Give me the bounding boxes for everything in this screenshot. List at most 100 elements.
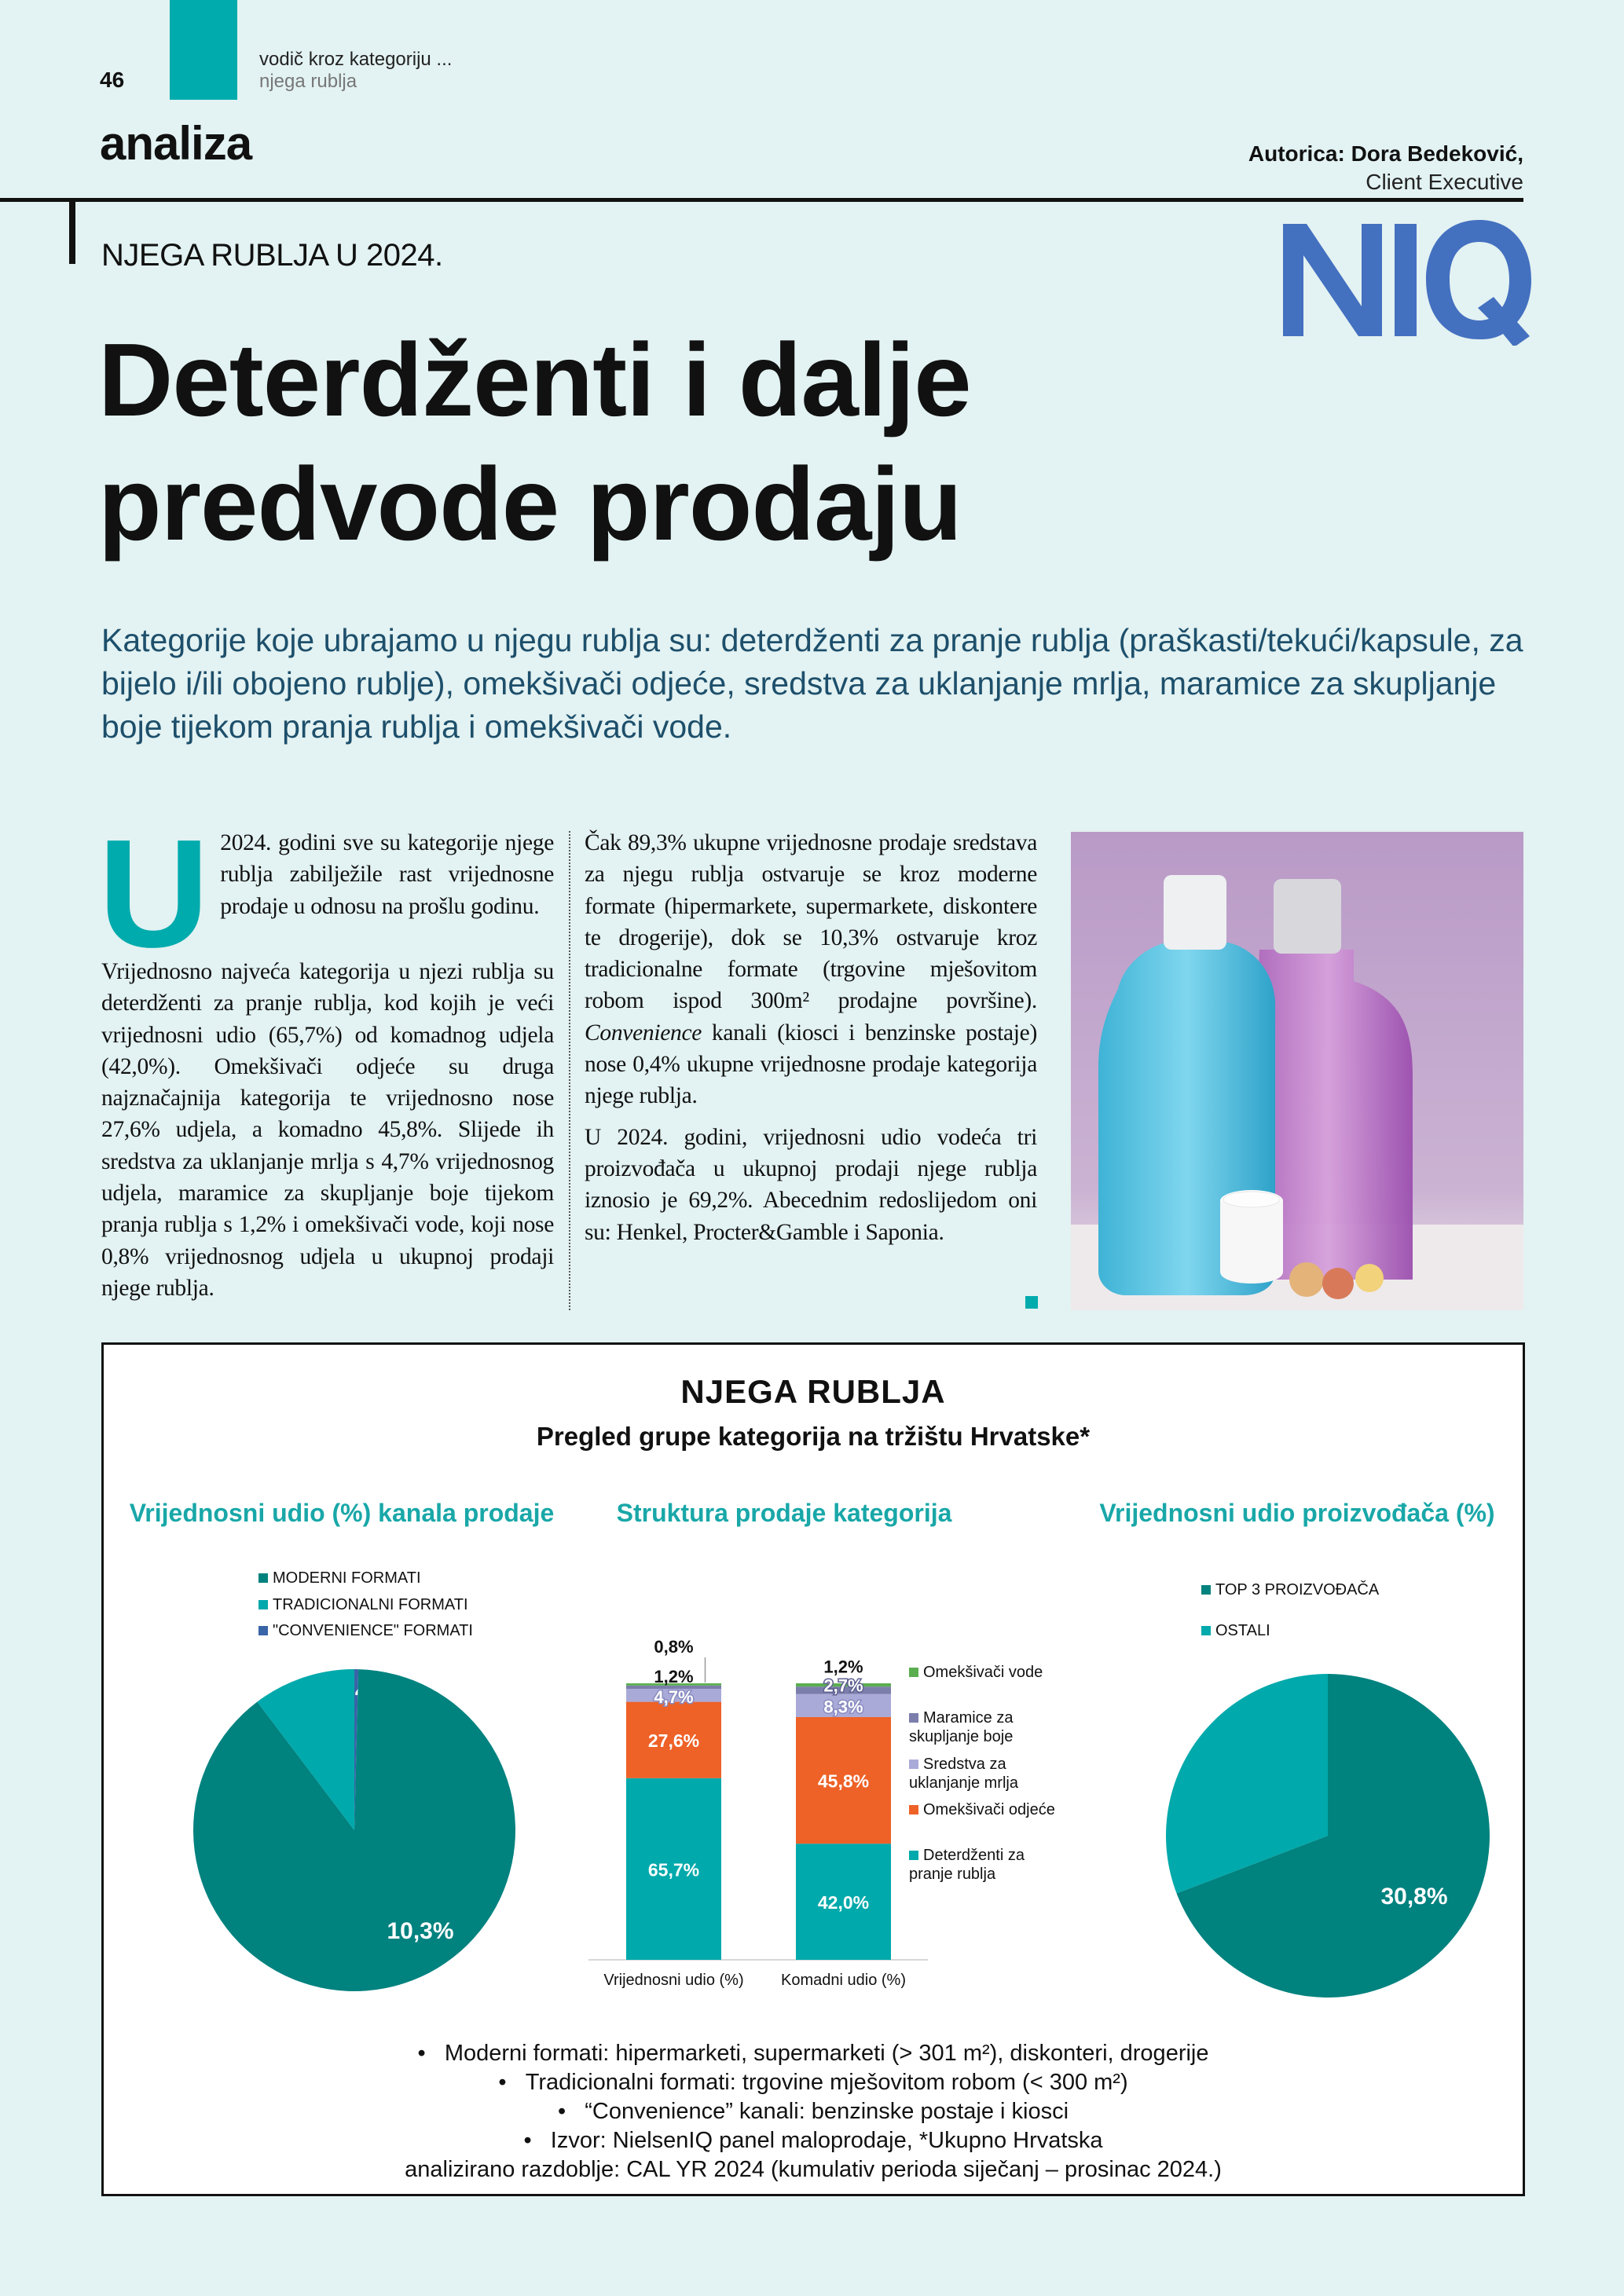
pie-slice-convenience-formati	[354, 1669, 359, 1830]
pie-slice-moderni-formati	[193, 1669, 515, 1991]
legend-swatch	[909, 1713, 918, 1723]
bar-segment-deterd-enti-za-pranje-rublja	[626, 1778, 721, 1960]
body-text-italic: Convenience	[585, 1020, 702, 1045]
body-paragraph: Vrijednosno najveća kategorija u njezi r…	[101, 959, 554, 1301]
legend-label: TRADICIONALNI FORMATI	[273, 1596, 468, 1613]
bar-label-maramice: 2,7%	[823, 1676, 863, 1696]
body-paragraph: Čak 89,3% ukupne vrijednosne prodaje sre…	[585, 827, 1037, 1112]
bullet: •	[417, 2041, 426, 2066]
legend-swatch	[258, 1573, 268, 1583]
bullet: •	[498, 2070, 507, 2095]
body-text: kanali (kiosci i benzinske postaje) nose…	[585, 1020, 1038, 1109]
legend-label: TOP 3 PROIZVOĐAČA	[1215, 1581, 1380, 1598]
body-paragraph: 2024. godini sve su kategorije njege rub…	[220, 830, 554, 919]
footnote: • Izvor: NielsenIQ panel maloprodaje, *U…	[104, 2128, 1523, 2154]
legend-swatch	[909, 1851, 918, 1860]
footnote-text: Izvor: NielsenIQ panel maloprodaje, *Uku…	[550, 2128, 1103, 2153]
legend-item-deterdzenti: Deterdženti za pranje rublja	[909, 1846, 1043, 1884]
footnote: • “Convenience” kanali: benzinske postaj…	[104, 2099, 1523, 2125]
pie-label-ostali: 30,8%	[1380, 1884, 1447, 1910]
bar-segment-sredstva-za-uklanjanje-mrlja	[626, 1689, 721, 1702]
chart-title-channels: Vrijednosni udio (%) kanala prodaje	[129, 1499, 555, 1527]
section-sublabel: njega rublja	[259, 71, 357, 92]
lead-paragraph: Kategorije koje ubrajamo u njegu rublja …	[101, 622, 1523, 745]
section-color-bar	[170, 0, 237, 100]
pie-label-tradicionalni-formati: 10,3%	[387, 1918, 453, 1944]
bar-segment-maramice-za-skupljanje-boje	[626, 1685, 721, 1690]
bar-label-omeksivaci-odjece: 45,8%	[818, 1771, 869, 1792]
column-divider	[569, 831, 570, 1310]
x-tick-label: Vrijednosni udio (%)	[603, 1972, 743, 1989]
legend-swatch	[1201, 1626, 1211, 1635]
pie-slice-tradicionalni-formati	[257, 1669, 354, 1830]
bar-label-omeksivaci-vode: 0,8%	[654, 1637, 693, 1657]
legend-item-omeksivaci-odjece: Omekšivači odjeće	[909, 1800, 1055, 1819]
rubric-label: analiza	[100, 117, 252, 170]
title-line-2: predvode prodaju	[98, 446, 962, 562]
bar-label-deterdzenti: 42,0%	[818, 1892, 869, 1913]
charts-canvas: 0,4%89,3%10,3%69,2%30,8%65,7%27,6%4,7%1,…	[193, 1637, 1490, 1998]
footnote-text: Tradicionalni formati: trgovine mješovit…	[525, 2070, 1128, 2095]
infographic-subtitle: Pregled grupe kategorija na tržištu Hrva…	[536, 1422, 1091, 1451]
bar-segment-maramice-za-skupljanje-boje	[796, 1686, 891, 1694]
legend-item-maramice: Maramice za skupljanje boje	[909, 1708, 1043, 1746]
drop-cap: U	[98, 807, 210, 980]
section-label: vodič kroz kategoriju ...	[259, 49, 453, 70]
bullet: •	[557, 2099, 566, 2124]
kicker-bar	[69, 201, 75, 264]
legend-item-tradicionalni: TRADICIONALNI FORMATI	[258, 1595, 468, 1614]
footnote: • Tradicionalni formati: trgovine mješov…	[104, 2070, 1523, 2096]
page-number: 46	[100, 68, 125, 92]
footnote: • Moderni formati: hipermarketi, superma…	[104, 2041, 1523, 2067]
bar-segment-omek-iva-i-odje-e	[796, 1716, 891, 1844]
legend-label: MODERNI FORMATI	[273, 1569, 421, 1587]
legend-item-moderni: MODERNI FORMATI	[258, 1569, 421, 1587]
footnote-text: Moderni formati: hipermarketi, supermark…	[444, 2041, 1209, 2066]
chart-title-manufacturers: Vrijednosni udio proizvođača (%)	[1099, 1499, 1495, 1527]
bar-segment-omek-iva-i-vode	[796, 1683, 891, 1687]
legend-swatch	[909, 1760, 918, 1769]
legend-label: Omekšivači odjeće	[923, 1801, 1055, 1818]
header-rule	[0, 198, 1523, 202]
infographic-panel: NJEGA RUBLJA Pregled grupe kategorija na…	[101, 1342, 1525, 2196]
product-photo	[1071, 832, 1523, 1310]
bar-label-omeksivaci-odjece: 27,6%	[648, 1730, 699, 1751]
footnote-period: analizirano razdoblje: CAL YR 2024 (kumu…	[405, 2157, 1222, 2182]
bar-label-omeksivaci-vode: 1,2%	[823, 1657, 863, 1677]
bar-label-maramice: 1,2%	[654, 1667, 693, 1686]
footnote-text: “Convenience” kanali: benzinske postaje …	[585, 2099, 1069, 2124]
legend-label: Maramice za skupljanje boje	[909, 1709, 1014, 1745]
author-name: Autorica: Dora Bedeković,	[1248, 141, 1523, 166]
legend-label: Deterdženti za pranje rublja	[909, 1847, 1025, 1883]
pie-slice-ostali	[1165, 1674, 1328, 1894]
legend-swatch	[909, 1668, 918, 1677]
bar-segment-omek-iva-i-vode	[626, 1683, 721, 1686]
bullet: •	[523, 2128, 532, 2153]
legend-swatch	[258, 1626, 268, 1635]
article-kicker: NJEGA RUBLJA U 2024.	[101, 238, 443, 273]
legend-item-convenience: "CONVENIENCE" FORMATI	[258, 1621, 473, 1640]
legend-swatch	[1201, 1585, 1211, 1595]
body-column-2: Čak 89,3% ukupne vrijednosne prodaje sre…	[585, 827, 1037, 1258]
bar-segment-sredstva-za-uklanjanje-mrlja	[796, 1694, 891, 1717]
legend-item-sredstva: Sredstva za uklanjanje mrlja	[909, 1755, 1050, 1792]
article-end-mark	[1025, 1296, 1038, 1309]
bar-segment-omek-iva-i-odje-e	[626, 1701, 721, 1778]
legend-swatch	[258, 1600, 268, 1609]
bar-label-sredstva: 8,3%	[823, 1697, 863, 1717]
body-text: Čak 89,3% ukupne vrijednosne prodaje sre…	[585, 830, 1037, 1014]
x-tick-label: Komadni udio (%)	[781, 1972, 906, 1989]
legend-label: OSTALI	[1215, 1622, 1270, 1639]
title-line-1: Deterdženti i dalje	[98, 322, 972, 438]
niq-logo	[1283, 220, 1531, 346]
legend-item-ostali: OSTALI	[1201, 1621, 1270, 1640]
legend-label: Sredstva za uklanjanje mrlja	[909, 1756, 1018, 1792]
legend-swatch	[909, 1805, 918, 1814]
author-role: Client Executive	[1366, 170, 1523, 194]
bar-label-sredstva: 4,7%	[654, 1687, 693, 1707]
article-title: Deterdženti i dalje predvode prodaju	[98, 318, 1277, 566]
bar-label-deterdzenti: 65,7%	[648, 1859, 699, 1880]
infographic-title: NJEGA RUBLJA	[680, 1373, 946, 1410]
chart-title-structure: Struktura prodaje kategorija	[616, 1499, 952, 1527]
legend-label: Omekšivači vode	[923, 1664, 1043, 1681]
